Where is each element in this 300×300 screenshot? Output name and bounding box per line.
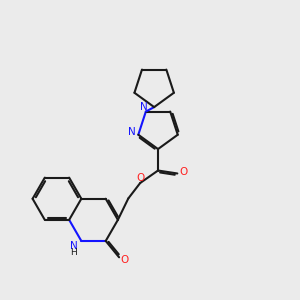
Text: N: N [128,128,136,137]
Text: O: O [136,172,144,183]
Text: O: O [120,255,128,265]
Text: H: H [70,248,77,257]
Text: O: O [180,167,188,177]
Text: N: N [70,241,77,251]
Text: N: N [140,102,147,112]
